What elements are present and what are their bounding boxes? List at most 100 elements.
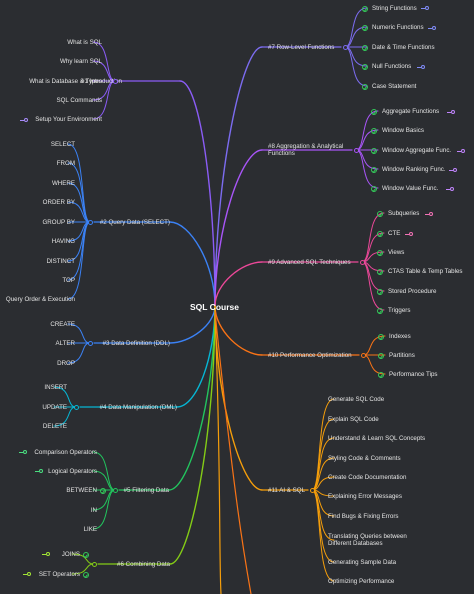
check-icon [100, 488, 106, 494]
leaf-order-by[interactable]: ORDER BY [43, 199, 75, 206]
leaf-joins[interactable]: JOINS [62, 551, 80, 558]
collapse-toggle[interactable] [360, 260, 365, 265]
leaf-sql-commands[interactable]: SQL Commands [56, 97, 102, 104]
branch-row-level-functions[interactable]: #7 Row-Level Functions [268, 44, 334, 51]
branch-aggregation-analytical[interactable]: #8 Aggregation & Analytical Functions [268, 143, 356, 158]
leaf-numeric-functions[interactable]: Numeric Functions [372, 24, 424, 31]
check-icon [371, 148, 377, 154]
link-icon[interactable] [23, 572, 31, 576]
branch-filtering-data[interactable]: #5 Filtering Data [124, 487, 169, 494]
leaf-find-bugs[interactable]: Find Bugs & Fixing Errors [328, 513, 399, 520]
collapse-toggle[interactable] [88, 341, 93, 346]
leaf-indexes[interactable]: Indexes [389, 333, 411, 340]
link-icon[interactable] [35, 469, 43, 473]
link-icon[interactable] [421, 6, 429, 10]
leaf-select[interactable]: SELECT [51, 141, 75, 148]
leaf-like[interactable]: LIKE [84, 526, 97, 533]
leaf-ctas-temp-tables[interactable]: CTAS Table & Temp Tables [388, 268, 463, 275]
leaf-distinct[interactable]: DISTINCT [46, 258, 75, 265]
leaf-stored-procedure[interactable]: Stored Procedure [388, 288, 437, 295]
leaf-window-ranking[interactable]: Window Ranking Func. [382, 166, 446, 173]
leaf-group-by[interactable]: GROUP BY [42, 219, 75, 226]
leaf-partitions[interactable]: Partitions [389, 352, 415, 359]
leaf-insert[interactable]: INSERT [44, 384, 67, 391]
leaf-generate-sql-code[interactable]: Generate SQL Code [328, 396, 384, 403]
leaf-explain-sql-code[interactable]: Explain SQL Code [328, 416, 379, 423]
leaf-why-learn-sql[interactable]: Why learn SQL [60, 58, 102, 65]
leaf-update[interactable]: UPDATE [42, 404, 67, 411]
leaf-cte[interactable]: CTE [388, 230, 400, 237]
branch-advanced-sql[interactable]: #9 Advanced SQL Techniques [268, 259, 351, 266]
link-icon[interactable] [428, 26, 436, 30]
collapse-toggle[interactable] [113, 79, 118, 84]
leaf-subqueries[interactable]: Subqueries [388, 210, 419, 217]
leaf-create-documentation[interactable]: Create Code Documentation [328, 474, 406, 481]
branch-performance-optimization[interactable]: #10 Performance Optimization [268, 352, 352, 359]
leaf-string-functions[interactable]: String Functions [372, 5, 417, 12]
leaf-performance-tips[interactable]: Performance Tips [389, 371, 438, 378]
leaf-explaining-errors[interactable]: Explaining Error Messages [328, 493, 402, 500]
leaf-in[interactable]: IN [91, 507, 97, 514]
check-icon [371, 167, 377, 173]
leaf-having[interactable]: HAVING [52, 238, 75, 245]
leaf-set-operators[interactable]: SET Operators [39, 571, 80, 578]
leaf-where[interactable]: WHERE [52, 180, 75, 187]
collapse-toggle[interactable] [343, 45, 348, 50]
link-icon[interactable] [42, 552, 50, 556]
leaf-generating-sample-data[interactable]: Generating Sample Data [328, 559, 396, 566]
collapse-toggle[interactable] [354, 148, 359, 153]
leaf-null-functions[interactable]: Null Functions [372, 63, 411, 70]
collapse-toggle[interactable] [310, 488, 315, 493]
collapse-toggle[interactable] [361, 353, 366, 358]
leaf-what-is-sql[interactable]: What is SQL [67, 39, 102, 46]
leaf-optimizing-performance[interactable]: Optimizing Performance [328, 578, 394, 585]
link-icon[interactable] [20, 118, 28, 122]
leaf-comparison-operators[interactable]: Comparison Operators [34, 449, 97, 456]
branch-query-data[interactable]: #2 Query Data (SELECT) [100, 219, 170, 226]
leaf-delete[interactable]: DELETE [43, 423, 67, 430]
link-icon[interactable] [19, 450, 27, 454]
check-icon [377, 308, 383, 314]
leaf-query-order[interactable]: Query Order & Execution [6, 296, 75, 303]
leaf-from[interactable]: FROM [57, 160, 75, 167]
leaf-drop[interactable]: DROP [57, 360, 75, 367]
link-icon[interactable] [446, 187, 454, 191]
collapse-toggle[interactable] [74, 405, 79, 410]
leaf-aggregate-functions[interactable]: Aggregate Functions [382, 108, 439, 115]
branch-combining-data[interactable]: #6 Combining Data [117, 561, 170, 568]
leaf-case-statement[interactable]: Case Statement [372, 83, 416, 90]
leaf-setup-environment[interactable]: Setup Your Environment [35, 116, 102, 123]
leaf-create[interactable]: CREATE [50, 321, 75, 328]
leaf-between[interactable]: BETWEEN [66, 487, 97, 494]
collapse-toggle[interactable] [88, 220, 93, 225]
leaf-triggers[interactable]: Triggers [388, 307, 410, 314]
leaf-what-is-database[interactable]: What is Database & Types [29, 78, 102, 85]
leaf-understand-learn[interactable]: Understand & Learn SQL Concepts [328, 435, 425, 442]
leaf-date-time-functions[interactable]: Date & Time Functions [372, 44, 435, 51]
leaf-window-aggregate[interactable]: Window Aggregate Func. [382, 147, 451, 154]
leaf-logical-operators[interactable]: Logical Operators [48, 468, 97, 475]
leaf-views[interactable]: Views [388, 249, 404, 256]
link-icon[interactable] [449, 168, 457, 172]
center-node-sql-course[interactable]: SQL Course [190, 302, 239, 312]
leaf-alter[interactable]: ALTER [56, 340, 75, 347]
leaf-window-value[interactable]: Window Value Func. [382, 185, 438, 192]
link-icon[interactable] [417, 65, 425, 69]
link-icon[interactable] [405, 232, 413, 236]
collapse-toggle[interactable] [113, 488, 118, 493]
branch-connector [170, 306, 215, 564]
leaf-window-basics[interactable]: Window Basics [382, 127, 424, 134]
branch-data-manipulation[interactable]: #4 Data Manipulation (DML) [100, 404, 177, 411]
link-icon[interactable] [447, 110, 455, 114]
leaf-translating-queries[interactable]: Translating Queries between Different Da… [328, 533, 416, 548]
link-icon[interactable] [457, 149, 465, 153]
leaf-styling-code[interactable]: Styling Code & Comments [328, 455, 401, 462]
link-icon[interactable] [425, 212, 433, 216]
branch-ai-sql[interactable]: #11 AI & SQL [268, 487, 305, 494]
leaf-top[interactable]: TOP [62, 277, 75, 284]
leaf-connector [362, 262, 384, 291]
branch-data-definition[interactable]: #3 Data Definition (DDL) [103, 340, 170, 347]
check-icon [377, 231, 383, 237]
branch-connector [215, 312, 221, 594]
collapse-toggle[interactable] [92, 562, 97, 567]
